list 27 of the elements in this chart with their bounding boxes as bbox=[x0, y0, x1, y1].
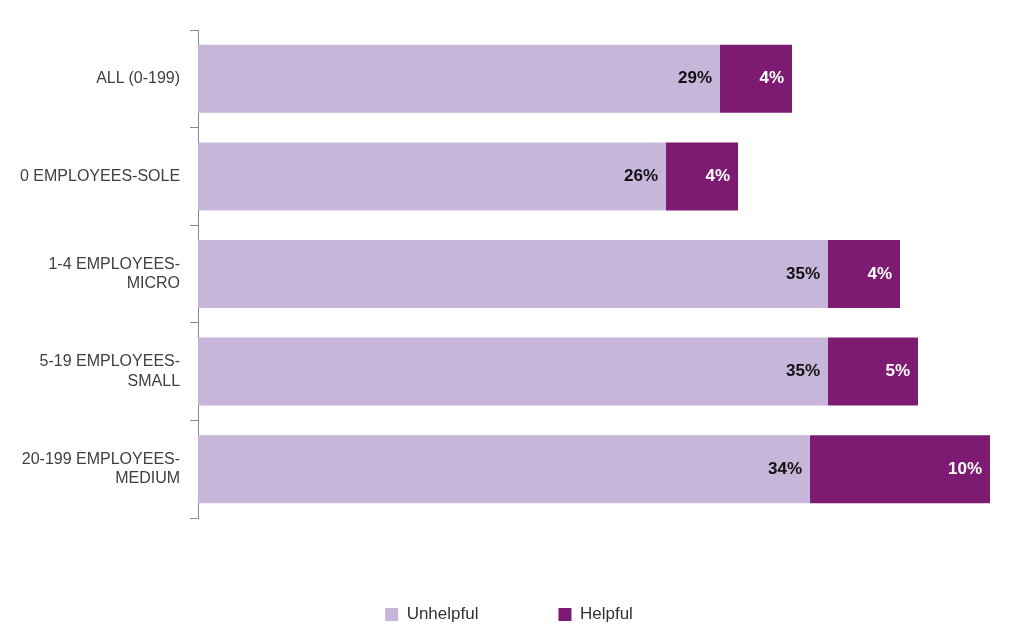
bar bbox=[198, 337, 829, 406]
data-label: 29% bbox=[677, 68, 713, 88]
data-label: 4% bbox=[867, 263, 893, 283]
data-label: 5% bbox=[885, 361, 911, 381]
bar bbox=[828, 239, 901, 309]
data-label: 35% bbox=[785, 263, 821, 283]
bar bbox=[828, 337, 919, 406]
data-label: 35% bbox=[785, 361, 821, 381]
y-tick-label: 0 EMPLOYEES-SOLE bbox=[20, 166, 181, 184]
bar bbox=[198, 44, 721, 113]
legend-label: Unhelpful bbox=[406, 604, 479, 624]
y-tick-label: 20-199 EMPLOYEES-MEDIUM bbox=[21, 450, 181, 487]
bar bbox=[666, 142, 739, 211]
data-label: 34% bbox=[767, 458, 803, 478]
bar bbox=[720, 44, 793, 113]
data-label: 10% bbox=[947, 458, 982, 478]
bar bbox=[198, 435, 811, 504]
y-tick-label: ALL (0-199) bbox=[96, 69, 181, 87]
data-label: 4% bbox=[759, 68, 785, 88]
bar bbox=[198, 142, 667, 211]
legend-label: Helpful bbox=[579, 604, 633, 624]
bar bbox=[810, 435, 990, 504]
data-label: 4% bbox=[705, 166, 731, 186]
data-label: 26% bbox=[624, 166, 659, 186]
y-tick-label: 5-19 EMPLOYEES-SMALL bbox=[39, 352, 181, 389]
bar bbox=[198, 239, 829, 309]
y-tick-label: 1-4 EMPLOYEES-MICRO bbox=[48, 254, 181, 292]
